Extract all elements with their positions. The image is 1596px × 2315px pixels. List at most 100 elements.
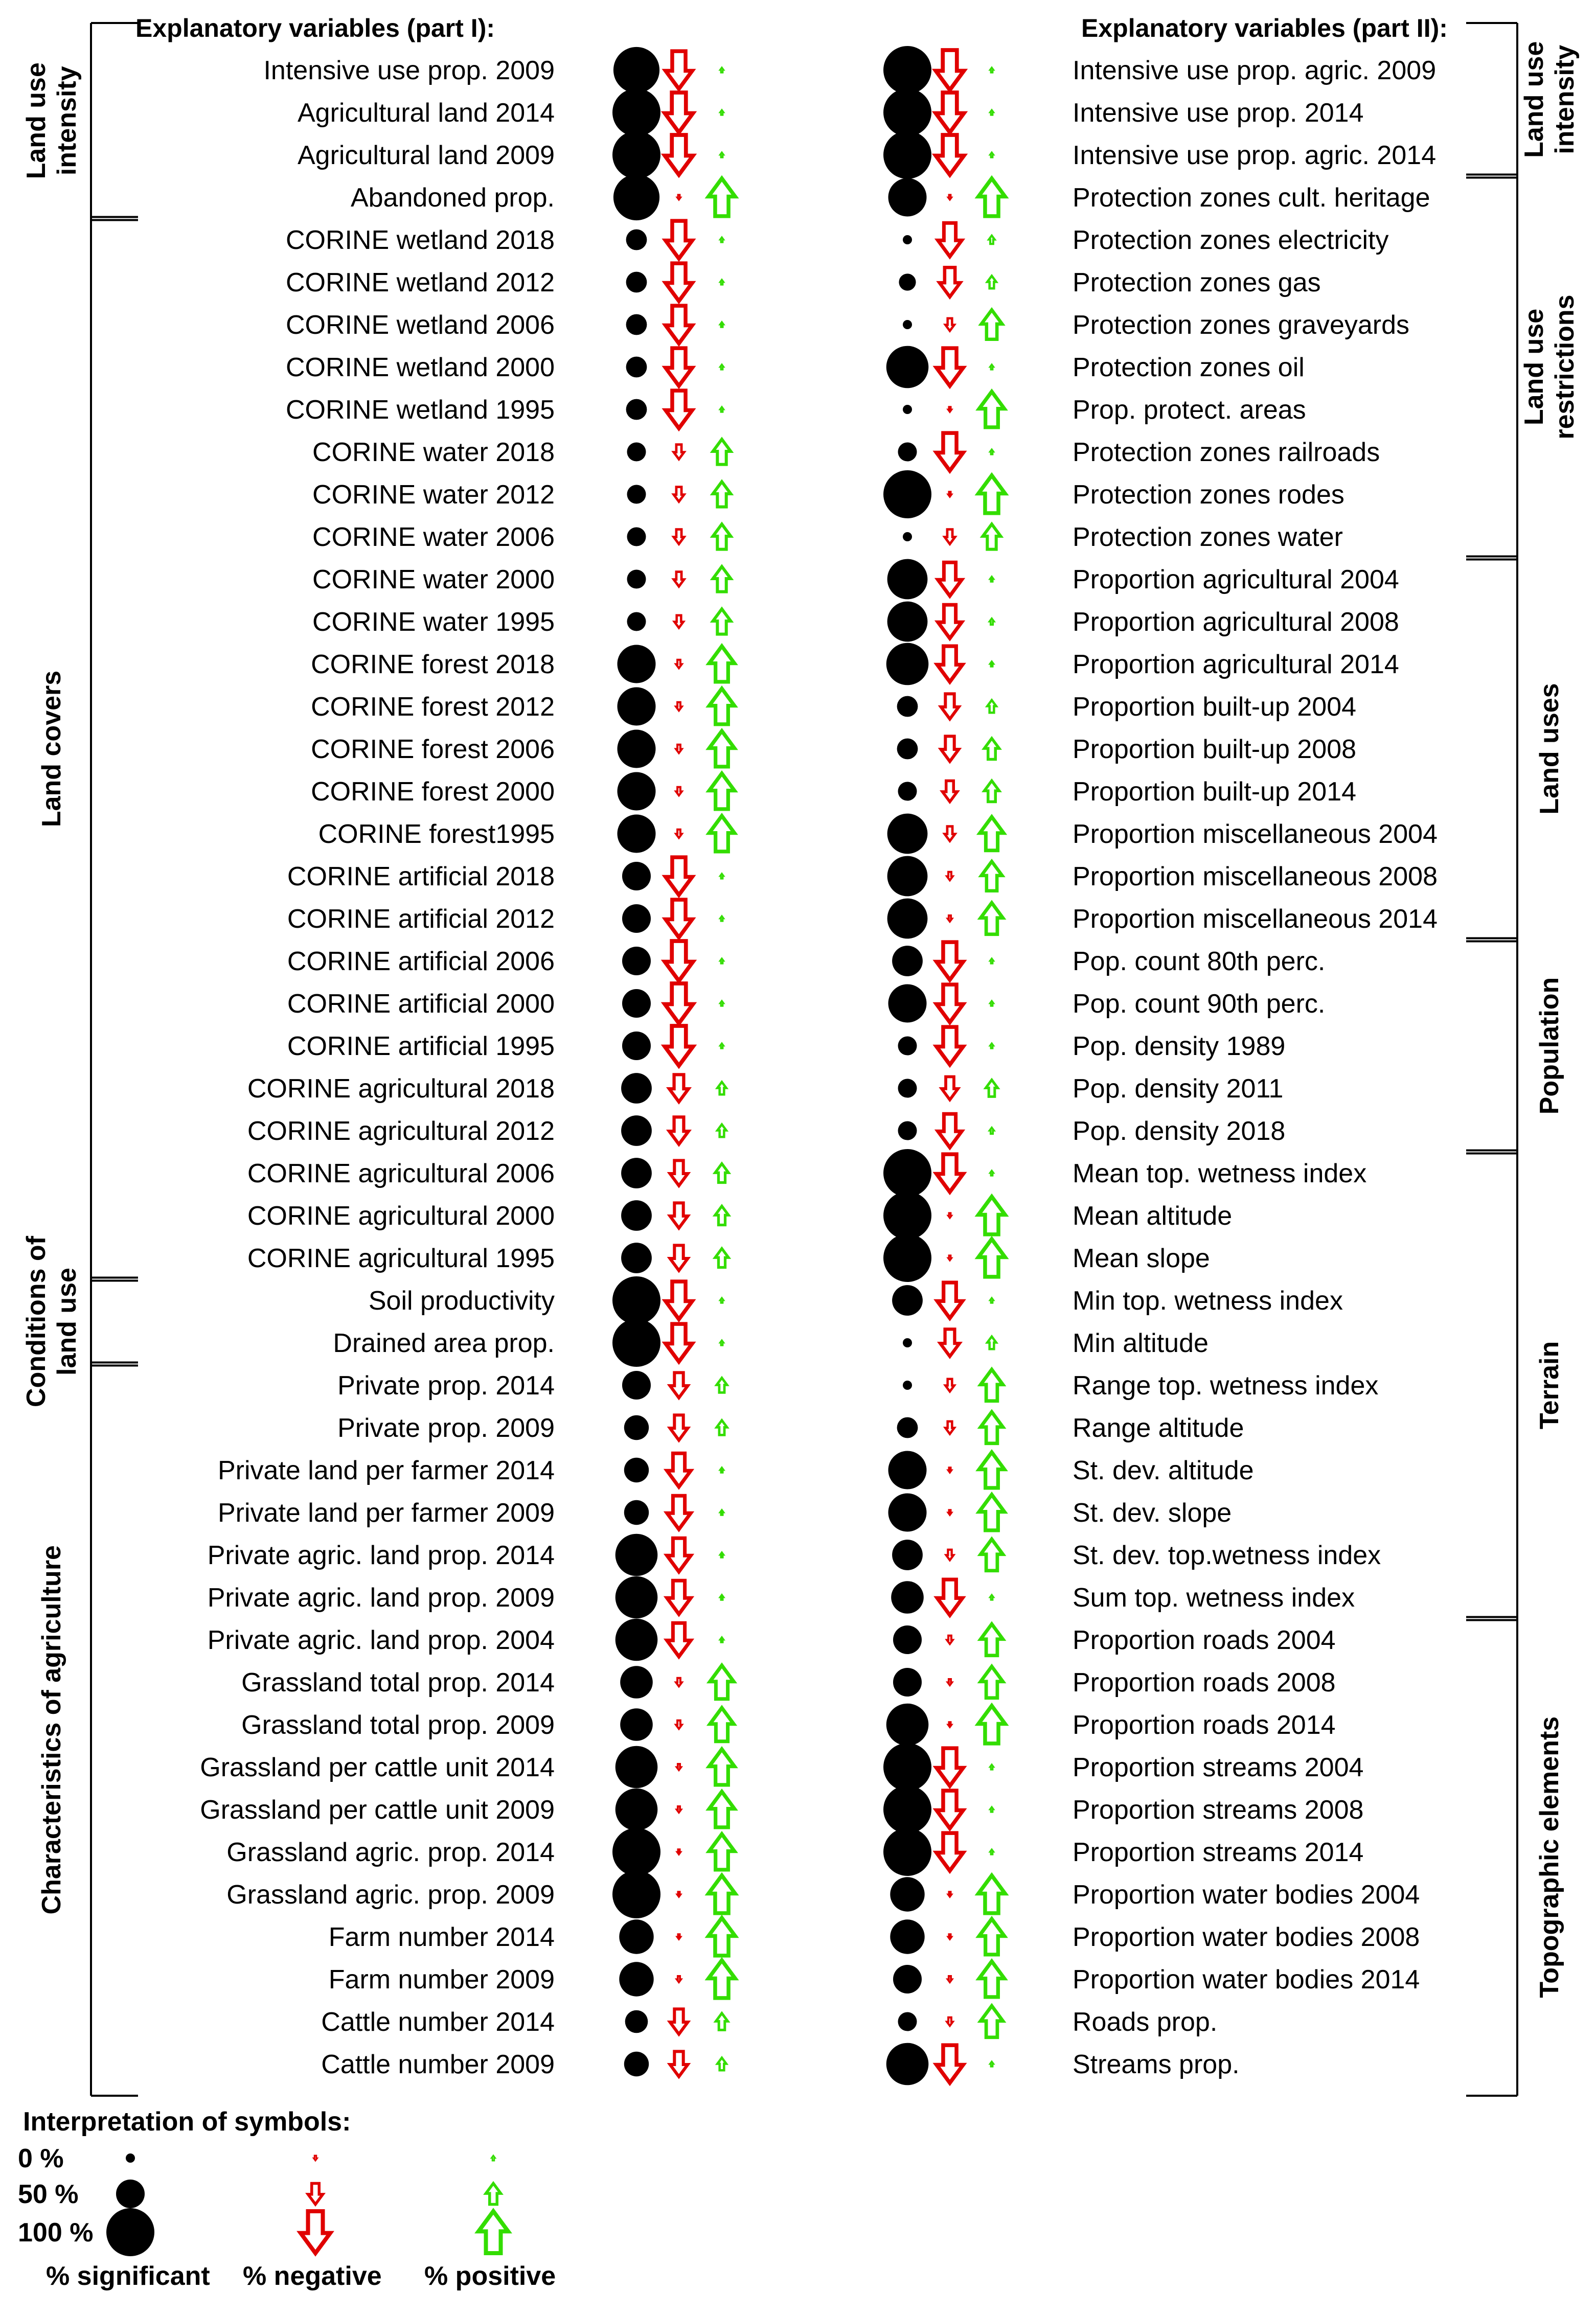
right-significant-circle — [883, 131, 931, 179]
left-positive-arrow — [705, 728, 738, 769]
left-significant-circle — [617, 772, 656, 811]
right-row: Pop. count 90th perc. — [888, 982, 1325, 1026]
right-variable-label: Intensive use prop. agric. 2014 — [1073, 141, 1436, 170]
left-row: Agricultural land 2014 — [298, 88, 725, 136]
left-negative-arrow — [660, 1024, 697, 1069]
right-variable-label: St. dev. slope — [1073, 1498, 1232, 1528]
right-row: Intensive use prop. 2014 — [883, 88, 1364, 136]
left-negative-arrow — [667, 1201, 691, 1231]
right-variable-label: Proportion water bodies 2014 — [1073, 1965, 1420, 1995]
right-negative-arrow — [932, 1789, 967, 1832]
right-significant-circle — [892, 1540, 923, 1570]
left-variable-label: Private land per farmer 2009 — [218, 1498, 555, 1528]
left-positive-arrow — [710, 564, 734, 593]
left-variable-label: CORINE forest 2012 — [311, 692, 555, 722]
right-row: Intensive use prop. agric. 2009 — [883, 46, 1436, 94]
legend-positive-arrow — [483, 2181, 504, 2206]
right-negative-arrow — [932, 940, 967, 983]
left-variable-label: CORINE agricultural 2018 — [247, 1074, 555, 1104]
right-row: Proportion water bodies 2008 — [890, 1916, 1420, 1957]
right-positive-arrow — [975, 1492, 1008, 1532]
left-positive-arrow — [715, 2055, 729, 2072]
right-row: Protection zones gas — [899, 266, 1321, 300]
right-variable-label: Sum top. wetness index — [1073, 1583, 1355, 1613]
left-positive-arrow — [718, 278, 725, 286]
left-positive-arrow — [710, 606, 734, 636]
right-positive-arrow — [988, 448, 995, 455]
right-significant-circle — [883, 1149, 931, 1197]
right-significant-circle — [903, 532, 912, 541]
right-negative-arrow — [943, 1378, 957, 1394]
right-negative-arrow — [943, 1420, 957, 1436]
right-negative-arrow — [934, 221, 966, 260]
left-significant-circle — [626, 229, 647, 250]
left-negative-arrow — [663, 1578, 695, 1617]
left-significant-circle — [625, 2010, 648, 2033]
left-group-label: Land useintensity — [21, 62, 82, 179]
left-row: Farm number 2009 — [329, 1957, 739, 2000]
right-variable-label: Proportion miscellaneous 2008 — [1073, 862, 1438, 891]
right-significant-circle — [887, 601, 928, 642]
left-negative-arrow — [671, 570, 687, 589]
right-row: St. dev. top.wetness index — [892, 1536, 1381, 1573]
left-positive-arrow — [718, 1339, 725, 1346]
right-row: Proportion streams 2008 — [883, 1785, 1363, 1833]
right-row: Proportion miscellaneous 2014 — [887, 898, 1438, 939]
left-positive-arrow — [718, 999, 725, 1007]
left-negative-arrow — [667, 1371, 691, 1401]
right-variable-label: Proportion streams 2004 — [1073, 1753, 1363, 1782]
symbol-legend: Interpretation of symbols: 0 % 50 % 100 … — [18, 2107, 556, 2291]
left-row: CORINE artificial 2000 — [287, 981, 725, 1027]
right-row: Sum top. wetness index — [891, 1577, 1355, 1618]
left-significant-circle — [622, 862, 651, 890]
left-negative-arrow — [660, 939, 697, 984]
left-row: Abandoned prop. — [351, 174, 739, 221]
left-negative-arrow — [674, 786, 684, 797]
right-variable-label: Proportion water bodies 2004 — [1073, 1880, 1420, 1910]
right-significant-circle — [892, 946, 923, 976]
left-variable-label: CORINE agricultural 2000 — [247, 1201, 555, 1231]
left-significant-circle — [624, 1500, 649, 1525]
right-negative-arrow — [946, 1466, 953, 1474]
right-negative-arrow — [946, 1509, 953, 1517]
right-negative-arrow — [946, 1933, 953, 1941]
right-negative-arrow — [932, 346, 967, 389]
right-positive-arrow — [985, 698, 999, 714]
right-significant-circle — [903, 235, 912, 244]
left-row: CORINE forest 2006 — [311, 728, 738, 769]
left-variable-label: CORINE forest1995 — [318, 819, 555, 849]
left-negative-arrow — [662, 1279, 696, 1323]
left-negative-arrow — [675, 1933, 682, 1941]
right-variable-label: Proportion built-up 2004 — [1073, 692, 1356, 722]
left-row: CORINE agricultural 1995 — [247, 1243, 732, 1273]
right-significant-circle — [887, 898, 928, 939]
legend-caption-negative: % negative — [243, 2261, 382, 2291]
right-positive-arrow — [987, 234, 997, 245]
left-row: CORINE artificial 1995 — [287, 1024, 725, 1069]
left-variable-label: Private agric. land prop. 2009 — [208, 1583, 555, 1613]
left-significant-circle — [613, 174, 660, 221]
left-significant-circle — [621, 1115, 652, 1146]
left-negative-arrow — [667, 1159, 691, 1188]
right-negative-arrow — [945, 2016, 955, 2028]
left-variable-label: CORINE agricultural 2006 — [247, 1159, 555, 1188]
right-group-label: Land uses — [1535, 683, 1564, 814]
left-variable-label: CORINE wetland 2018 — [286, 225, 555, 255]
left-positive-arrow — [705, 685, 738, 726]
left-negative-arrow — [667, 1244, 691, 1273]
right-negative-arrow — [946, 1721, 953, 1729]
right-positive-arrow — [975, 1958, 1008, 1999]
right-negative-arrow — [933, 1577, 966, 1618]
left-significant-circle — [622, 1032, 651, 1060]
right-positive-arrow — [974, 1702, 1009, 1746]
left-negative-arrow — [662, 219, 696, 262]
right-variable-label: Range altitude — [1073, 1413, 1244, 1443]
left-variable-label: CORINE artificial 2000 — [287, 989, 555, 1019]
left-positive-arrow — [712, 1204, 732, 1227]
left-variable-label: CORINE wetland 2006 — [286, 310, 555, 340]
left-row: CORINE artificial 2006 — [287, 939, 725, 984]
right-positive-arrow — [988, 363, 995, 371]
right-positive-arrow — [977, 2003, 1007, 2039]
right-negative-arrow — [945, 914, 954, 924]
left-variable-label: Grassland total prop. 2009 — [241, 1710, 555, 1740]
